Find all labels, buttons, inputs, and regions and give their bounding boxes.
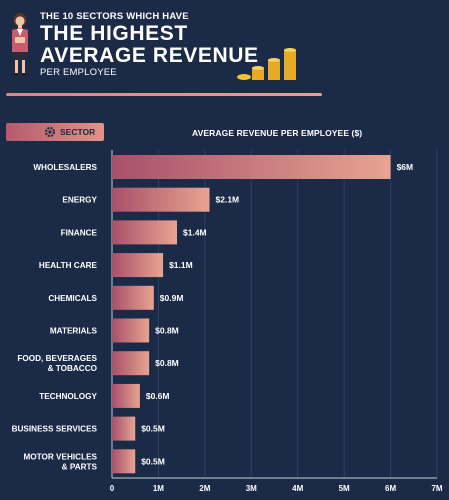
header-divider bbox=[6, 93, 322, 96]
x-tick-label: 5M bbox=[339, 484, 350, 493]
data-label: $0.6M bbox=[146, 391, 170, 401]
data-label: $0.5M bbox=[141, 456, 165, 466]
value-column-label: AVERAGE REVENUE PER EMPLOYEE ($) bbox=[192, 128, 363, 138]
businesswoman-icon bbox=[12, 13, 28, 76]
category-label-line: BUSINESS SERVICES bbox=[12, 425, 98, 434]
bar bbox=[112, 318, 150, 343]
data-label: $0.8M bbox=[155, 326, 179, 336]
page-subtitle: PER EMPLOYEE bbox=[40, 67, 117, 78]
category-label: FOOD, BEVERAGES & TOBACCO bbox=[17, 354, 97, 373]
category-label: HEALTH CARE bbox=[39, 261, 98, 270]
bar bbox=[112, 253, 164, 278]
category-label: MATERIALS bbox=[50, 327, 98, 336]
x-tick-label: 7M bbox=[431, 484, 442, 493]
coin-stacks-icon bbox=[237, 48, 296, 80]
category-label-line: CHEMICALS bbox=[48, 294, 97, 303]
category-label: BUSINESS SERVICES bbox=[12, 425, 98, 434]
page-title-line-2: AVERAGE REVENUE bbox=[40, 44, 259, 67]
category-label-line: ENERGY bbox=[62, 196, 97, 205]
data-label: $1.1M bbox=[169, 260, 193, 270]
bar bbox=[112, 416, 136, 441]
bar bbox=[112, 383, 140, 408]
category-label: MOTOR VEHICLES & PARTS bbox=[23, 452, 97, 471]
category-label-line: HEALTH CARE bbox=[39, 261, 98, 270]
category-label-line: TECHNOLOGY bbox=[39, 392, 97, 401]
data-label: $0.9M bbox=[160, 293, 184, 303]
x-tick-label: 2M bbox=[199, 484, 210, 493]
category-label: TECHNOLOGY bbox=[39, 392, 97, 401]
category-label-line: MOTOR VEHICLES bbox=[23, 452, 97, 461]
gear-icon bbox=[44, 126, 56, 138]
bar bbox=[112, 449, 136, 474]
bar bbox=[112, 187, 210, 212]
sector-column-label: SECTOR bbox=[60, 127, 96, 137]
header-kicker: THE 10 SECTORS WHICH HAVE bbox=[40, 11, 189, 22]
category-label-line: FOOD, BEVERAGES bbox=[17, 354, 97, 363]
data-label: $0.8M bbox=[155, 358, 179, 368]
x-tick-label: 4M bbox=[292, 484, 303, 493]
data-label: $6M bbox=[397, 162, 414, 172]
x-tick-label: 3M bbox=[246, 484, 257, 493]
category-label: ENERGY bbox=[62, 196, 97, 205]
category-label-line: WHOLESALERS bbox=[33, 163, 97, 172]
bar bbox=[112, 220, 177, 245]
page-title-line-1: THE HIGHEST bbox=[40, 22, 188, 45]
x-tick-label: 1M bbox=[153, 484, 164, 493]
category-label-line: MATERIALS bbox=[50, 327, 98, 336]
category-label-line: & TOBACCO bbox=[48, 364, 98, 373]
category-label: WHOLESALERS bbox=[33, 163, 97, 172]
category-label-line: & PARTS bbox=[62, 462, 98, 471]
data-label: $0.5M bbox=[141, 424, 165, 434]
category-label: CHEMICALS bbox=[48, 294, 97, 303]
x-tick-label: 6M bbox=[385, 484, 396, 493]
bar bbox=[112, 285, 154, 310]
header: THE 10 SECTORS WHICH HAVE THE HIGHEST AV… bbox=[0, 0, 449, 100]
category-label: FINANCE bbox=[61, 228, 98, 237]
bar bbox=[112, 351, 150, 376]
data-label: $1.4M bbox=[183, 227, 207, 237]
bar bbox=[112, 155, 391, 179]
data-label: $2.1M bbox=[216, 195, 240, 205]
category-label-line: FINANCE bbox=[61, 228, 98, 237]
x-tick-label: 0 bbox=[110, 484, 115, 493]
